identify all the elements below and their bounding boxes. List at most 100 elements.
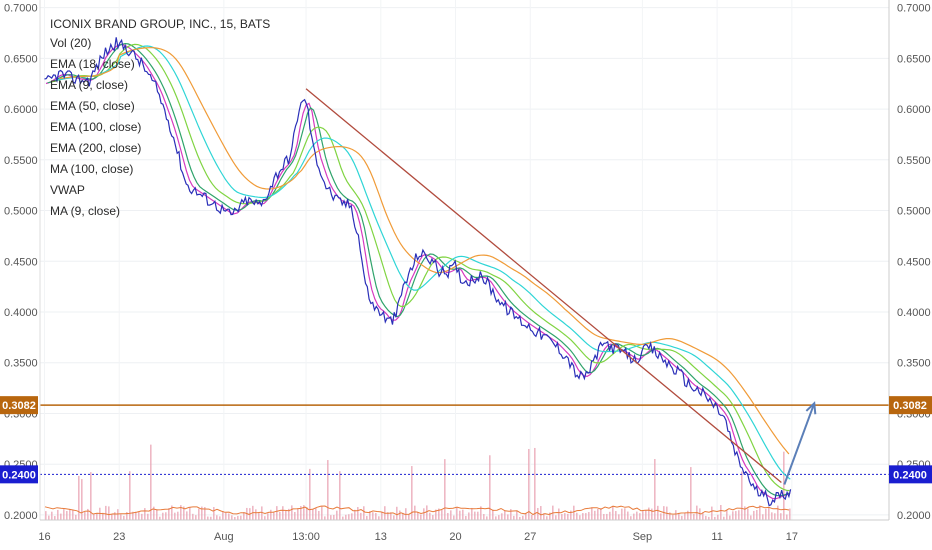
volume-bar xyxy=(483,514,485,520)
price-tag-left-label: 0.2400 xyxy=(2,469,36,481)
volume-bar xyxy=(714,516,716,520)
y-tick-label-right: 0.3500 xyxy=(897,358,931,370)
volume-bar xyxy=(225,512,227,520)
price-tag-left xyxy=(0,465,38,484)
volume-bar xyxy=(612,506,614,520)
volume-bar xyxy=(369,511,371,520)
volume-bar xyxy=(396,506,398,520)
volume-bar xyxy=(390,512,392,520)
price-tag-right xyxy=(889,396,932,415)
volume-bar xyxy=(585,513,587,520)
legend-item-ema200[interactable]: EMA (200, close) xyxy=(50,141,141,155)
volume-bar xyxy=(306,507,308,520)
volume-bar xyxy=(372,512,374,520)
volume-bar xyxy=(54,516,56,520)
trend-line[interactable] xyxy=(305,88,782,483)
volume-bar xyxy=(141,513,143,520)
volume-bar xyxy=(492,509,494,520)
volume-bar xyxy=(222,511,224,520)
volume-bar xyxy=(438,508,440,520)
volume-bar xyxy=(102,512,104,520)
volume-bar xyxy=(699,508,701,520)
volume-bar xyxy=(255,509,257,520)
volume-bar xyxy=(303,505,305,520)
volume-bar xyxy=(273,512,275,520)
volume-bar xyxy=(162,512,164,520)
legend-item-ma9[interactable]: MA (9, close) xyxy=(50,204,120,218)
volume-bar xyxy=(429,512,431,520)
volume-bar xyxy=(579,515,581,520)
volume-bar xyxy=(120,514,122,520)
volume-bar xyxy=(333,514,335,520)
volume-bar xyxy=(672,514,674,520)
volume-bar xyxy=(444,459,446,520)
volume-bar xyxy=(708,516,710,520)
volume-bar xyxy=(279,511,281,520)
volume-bar xyxy=(543,513,545,520)
volume-bar xyxy=(291,505,293,520)
volume-bar xyxy=(528,448,530,520)
volume-bar xyxy=(174,512,176,520)
legend-item-ema9[interactable]: EMA (9, close) xyxy=(50,78,128,92)
volume-bar xyxy=(432,515,434,520)
y-tick-label-left: 0.5500 xyxy=(4,155,38,167)
volume-bar xyxy=(87,508,89,520)
volume-bar xyxy=(228,513,230,520)
volume-bar xyxy=(126,512,128,520)
volume-bar xyxy=(96,513,98,520)
volume-bar xyxy=(423,508,425,520)
volume-bar xyxy=(300,506,302,520)
legend-item-vwap[interactable]: VWAP xyxy=(50,183,85,197)
x-tick-label: 23 xyxy=(113,531,125,543)
volume-bar xyxy=(153,506,155,520)
volume-bar xyxy=(111,514,113,520)
volume-bar xyxy=(447,512,449,520)
volume-bar xyxy=(762,514,764,520)
volume-bar xyxy=(285,511,287,520)
legend-item-vol[interactable]: Vol (20) xyxy=(50,36,91,50)
volume-bar xyxy=(66,511,68,520)
volume-bar xyxy=(675,510,677,520)
volume-bar xyxy=(231,515,233,520)
ema-line xyxy=(51,43,790,492)
volume-bar xyxy=(516,511,518,520)
legend-item-ema18[interactable]: EMA (18, close) xyxy=(50,57,135,71)
volume-bar xyxy=(48,515,50,520)
price-tag-left xyxy=(0,396,38,415)
volume-bar xyxy=(495,516,497,520)
volume-bar xyxy=(147,513,149,520)
volume-bar xyxy=(630,516,632,520)
volume-bar xyxy=(555,515,557,520)
volume-bar xyxy=(294,512,296,520)
price-tag-left-label: 0.3082 xyxy=(2,400,36,412)
arrow-head xyxy=(805,401,817,415)
volume-bar xyxy=(183,506,185,520)
legend-item-ma100[interactable]: MA (100, close) xyxy=(50,162,133,176)
volume-bar xyxy=(114,512,116,520)
volume-bar xyxy=(156,509,158,520)
legend-item-ema50[interactable]: EMA (50, close) xyxy=(50,99,135,113)
volume-bar xyxy=(177,511,179,520)
volume-bar xyxy=(513,515,515,520)
volume-bar xyxy=(213,507,215,520)
volume-bar xyxy=(351,513,353,520)
volume-bar xyxy=(771,512,773,520)
volume-bar xyxy=(564,513,566,520)
y-tick-label-right: 0.6000 xyxy=(897,104,931,116)
legend-item-ema100[interactable]: EMA (100, close) xyxy=(50,120,141,134)
y-tick-label-left: 0.5000 xyxy=(4,206,38,218)
x-tick-label: Aug xyxy=(214,531,234,543)
projection-arrow[interactable] xyxy=(783,402,816,485)
volume-bar xyxy=(420,514,422,520)
volume-bar xyxy=(123,515,125,520)
volume-bar xyxy=(129,471,131,520)
volume-bar xyxy=(786,514,788,520)
volume-bar xyxy=(570,510,572,520)
volume-bar xyxy=(312,509,314,520)
volume-bar xyxy=(210,516,212,520)
volume-bar xyxy=(378,516,380,520)
volume-bar xyxy=(105,505,107,520)
volume-bar xyxy=(768,507,770,520)
volume-bar xyxy=(489,455,491,520)
